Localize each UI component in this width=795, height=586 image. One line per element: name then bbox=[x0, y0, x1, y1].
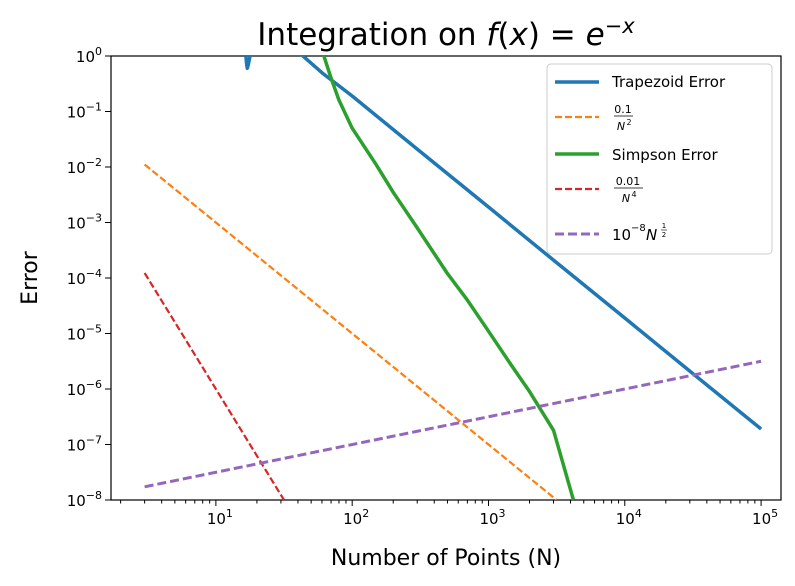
series-line-simpson bbox=[321, 56, 576, 500]
chart-title: Integration on f(x) = e−x bbox=[257, 14, 635, 53]
legend: Trapezoid Error 0.1 N 2 Simpson Error 0.… bbox=[546, 63, 773, 255]
legend-label-simpson: Simpson Error bbox=[612, 146, 718, 164]
x-axis-label: Number of Points (N) bbox=[331, 546, 561, 571]
chart-title-prefix: Integration on bbox=[257, 17, 486, 53]
svg-text:4: 4 bbox=[631, 190, 636, 199]
svg-text:10: 10 bbox=[612, 226, 631, 244]
y-tick-label: 10−4 bbox=[67, 267, 102, 288]
x-tick-label: 101 bbox=[207, 507, 233, 528]
x-tick-label: 105 bbox=[752, 507, 778, 528]
legend-label-trapezoid-ref: 0.1 N 2 bbox=[614, 103, 633, 133]
y-tick-label: 10−1 bbox=[67, 101, 102, 122]
ticks-layer: 101 102 103 104 10510010−110−210−310−410−510… bbox=[67, 45, 778, 528]
y-tick-label: 10−7 bbox=[67, 434, 102, 455]
svg-text:N: N bbox=[622, 192, 630, 205]
y-tick-label: 10−2 bbox=[67, 156, 102, 177]
legend-label-sqrt-ref: 10 −8 N 1 2 bbox=[612, 222, 667, 244]
svg-text:1: 1 bbox=[662, 222, 666, 230]
y-tick-label: 100 bbox=[76, 45, 102, 66]
svg-text:0.01: 0.01 bbox=[616, 175, 641, 188]
svg-text:0.1: 0.1 bbox=[614, 103, 632, 116]
y-tick-label: 10−8 bbox=[67, 489, 102, 510]
x-tick-label: 102 bbox=[343, 507, 369, 528]
series-line-simp_ref bbox=[143, 272, 285, 500]
legend-label-trapezoid: Trapezoid Error bbox=[611, 73, 726, 91]
x-tick-label: 104 bbox=[616, 507, 642, 528]
svg-text:N: N bbox=[617, 120, 625, 133]
series-line-sqrt_ref bbox=[144, 359, 762, 489]
y-tick-label: 10−3 bbox=[67, 212, 102, 233]
y-axis-label: Error bbox=[18, 250, 43, 305]
x-tick-label: 103 bbox=[479, 507, 505, 528]
series-line-trapezoid bbox=[244, 56, 763, 431]
series-layer bbox=[143, 56, 763, 500]
svg-text:N: N bbox=[646, 226, 657, 244]
svg-text:−8: −8 bbox=[631, 223, 646, 234]
svg-text:2: 2 bbox=[662, 231, 666, 239]
legend-label-simpson-ref: 0.01 N 4 bbox=[614, 175, 643, 205]
y-tick-label: 10−6 bbox=[67, 378, 102, 399]
series-line-trap_ref bbox=[143, 163, 558, 500]
svg-text:2: 2 bbox=[626, 118, 631, 127]
y-tick-label: 10−5 bbox=[67, 323, 102, 344]
legend-box bbox=[546, 63, 773, 255]
